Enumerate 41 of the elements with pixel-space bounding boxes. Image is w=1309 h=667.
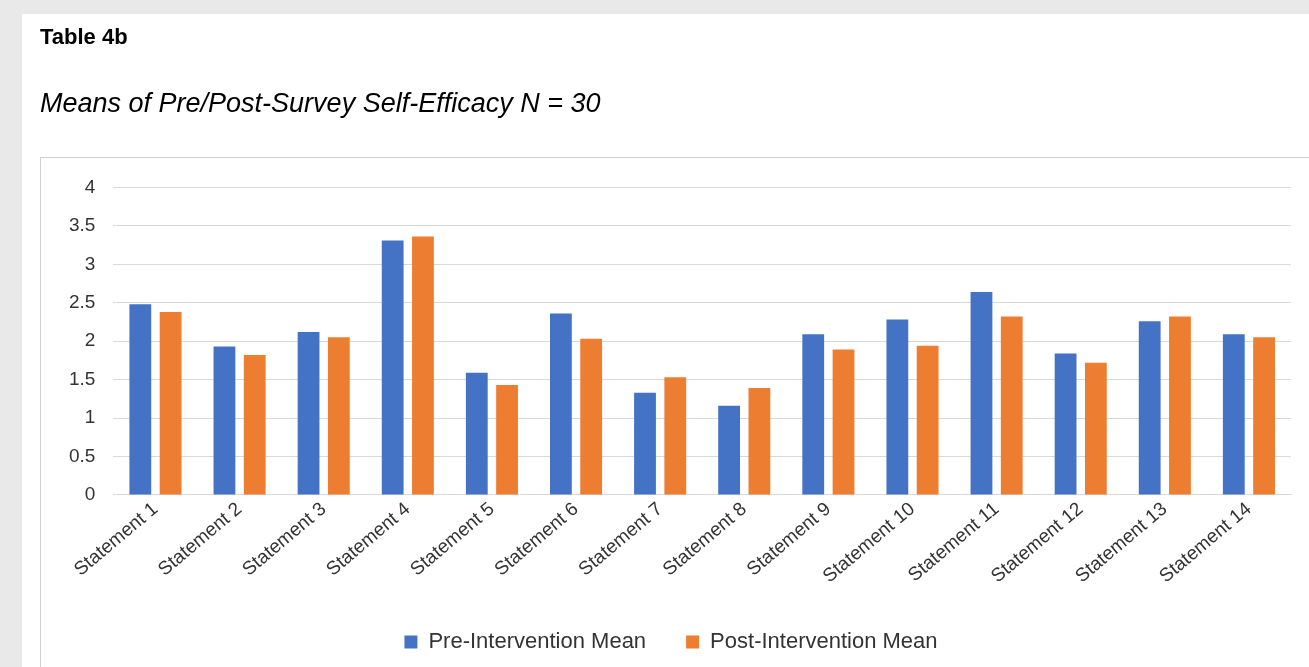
legend-label: Post-Intervention Mean — [710, 628, 938, 654]
y-tick-label: 3.5 — [68, 214, 96, 236]
bar — [213, 346, 236, 495]
y-tick-label: 0.5 — [68, 444, 96, 466]
bar — [1054, 353, 1077, 495]
bar — [496, 384, 518, 495]
bar — [327, 337, 350, 495]
bar — [886, 319, 909, 495]
y-tick-label: 0 — [84, 483, 96, 505]
chart-title: Table 4b — [40, 24, 128, 50]
bar — [802, 334, 825, 495]
y-tick-label: 2 — [84, 329, 96, 351]
bar — [465, 372, 488, 495]
bar — [129, 304, 152, 495]
bar — [381, 240, 404, 495]
bar — [550, 313, 572, 495]
legend-label: Pre-Intervention Mean — [428, 628, 647, 654]
y-tick-label: 3 — [84, 252, 96, 274]
bar — [297, 331, 320, 495]
y-tick-label: 1.5 — [68, 367, 96, 389]
bar — [664, 377, 687, 495]
bar — [412, 236, 434, 495]
bar — [748, 388, 771, 495]
bar — [580, 338, 603, 495]
bar — [243, 354, 266, 495]
bar — [634, 392, 656, 495]
y-tick-label: 1 — [84, 406, 96, 428]
bar — [1222, 334, 1245, 495]
bar — [1084, 362, 1107, 495]
bar — [718, 405, 741, 495]
bar — [970, 291, 993, 495]
bar — [832, 349, 855, 495]
bar — [1138, 321, 1161, 495]
bar — [159, 311, 182, 495]
bar — [1169, 316, 1191, 495]
bar — [1000, 316, 1023, 495]
chart-subtitle: Means of Pre/Post-Survey Self-Efficacy N = 30 — [40, 88, 601, 119]
bar — [1253, 337, 1275, 495]
y-tick-label: 4 — [84, 175, 96, 197]
y-tick-label: 2.5 — [68, 290, 96, 312]
bar — [916, 345, 939, 495]
